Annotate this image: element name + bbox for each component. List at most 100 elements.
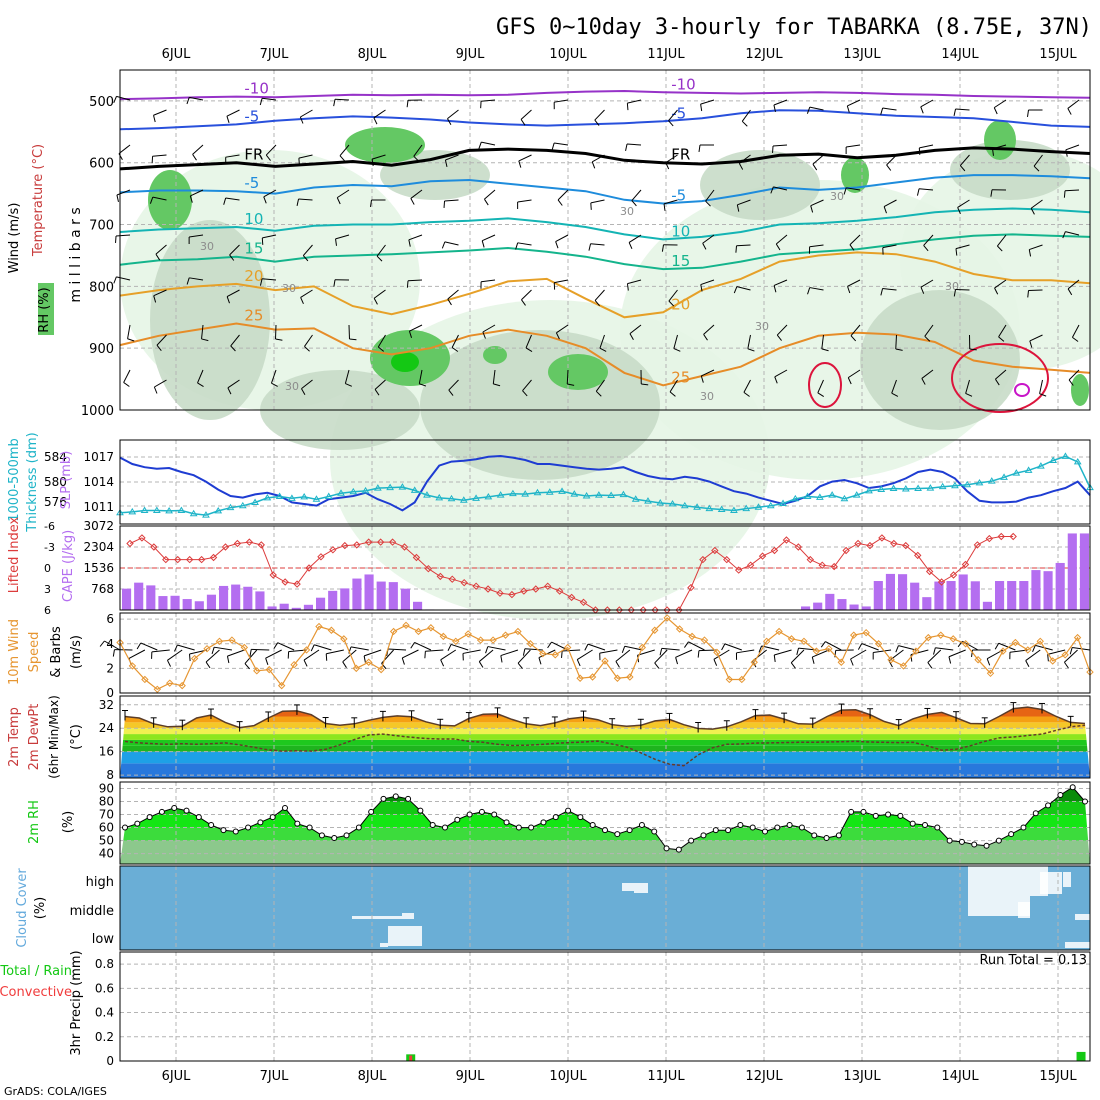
cloud-gap <box>388 926 422 946</box>
cape-bar <box>291 607 301 610</box>
rh-legend-swatch <box>38 283 54 335</box>
thickness-marker <box>668 499 677 507</box>
rh2m-marker <box>257 819 264 826</box>
wind-barb-flag <box>735 245 738 253</box>
wind-barb-flag <box>669 391 676 397</box>
wind-barb-flag <box>226 656 230 664</box>
wind-barb <box>1033 154 1043 167</box>
wind-barb-flag <box>591 161 596 169</box>
wind-barb-flag <box>820 641 826 648</box>
pressure-tick: 700 <box>89 219 114 234</box>
rh2m-marker <box>343 832 350 839</box>
wind-barb-flag <box>654 662 660 669</box>
wind-barb-flag <box>275 338 283 341</box>
wind-barb-flag <box>265 658 269 665</box>
wind-barb-flag <box>299 116 304 124</box>
wind-barb-flag <box>374 389 380 396</box>
thickness-marker <box>594 491 603 498</box>
thickness-marker <box>865 486 873 494</box>
wind-barb <box>1047 649 1066 655</box>
wind-barb <box>492 369 496 384</box>
wind-barb <box>919 144 934 149</box>
wind-barb <box>663 199 678 205</box>
rh2m-marker <box>811 832 818 839</box>
wind-barb-flag <box>229 254 235 261</box>
wind10-marker <box>738 675 746 684</box>
wind-barb <box>344 369 350 384</box>
lifted-index-marker <box>842 546 850 555</box>
rh2m-marker <box>774 824 781 831</box>
cape-bar <box>255 591 265 610</box>
wind-barb <box>996 234 1007 247</box>
rh2m-marker <box>503 819 510 826</box>
wind10-marker <box>837 658 845 666</box>
wind-barb-flag <box>1047 654 1049 662</box>
thickness-marker <box>926 484 935 491</box>
pressure-tick: 1000 <box>81 404 114 419</box>
lifted-index-line <box>129 536 1014 611</box>
wind-barb-flag <box>482 331 486 339</box>
wind-barb <box>334 98 350 101</box>
cloud-gap <box>1063 872 1071 887</box>
wind-barb-flag <box>599 347 607 352</box>
wind-barb-flag <box>1062 231 1066 239</box>
wind-barb <box>226 289 240 298</box>
wind-barb-flag <box>959 165 966 172</box>
wind-barb-flag <box>1027 109 1029 117</box>
wind-barb <box>594 289 605 301</box>
cape-bar <box>922 597 932 610</box>
rh2m-units: (%) <box>61 811 76 834</box>
wind-barb <box>302 244 313 256</box>
wind10-marker <box>874 640 883 648</box>
wind-barb-flag <box>1039 393 1047 397</box>
wind-barb <box>703 324 715 335</box>
cape-bar <box>1031 570 1041 610</box>
wind-barb-flag <box>995 378 1000 386</box>
wind-barb <box>448 379 459 391</box>
wind-barb-flag <box>99 640 105 647</box>
wind-barb-flag <box>136 642 142 650</box>
rh2m-marker <box>848 808 855 815</box>
thickness-marker <box>570 490 579 497</box>
wind-barb-flag <box>377 346 385 352</box>
thickness-marker <box>214 506 223 514</box>
wind-barb <box>251 648 270 651</box>
wind-barb-flag <box>481 240 485 248</box>
wind-barb <box>882 244 897 249</box>
wind-barb <box>156 334 167 346</box>
wind-barb-flag <box>733 286 738 294</box>
wind-barb-flag <box>895 645 899 653</box>
rh2m-tick: 90 <box>99 782 114 796</box>
wind-barb <box>873 649 892 654</box>
thickness-marker <box>484 492 493 500</box>
lifted-index-marker <box>782 536 791 544</box>
lifted-index-marker <box>699 555 707 564</box>
wind-barb <box>668 109 678 122</box>
wind-barb <box>335 234 350 240</box>
date-label-bottom: 8JUL <box>358 1069 388 1084</box>
date-label-top: 9JUL <box>456 47 486 62</box>
thickness-marker <box>779 499 787 506</box>
wind-barb <box>627 99 642 104</box>
wind-barb <box>995 369 1007 380</box>
wind-barb <box>127 324 131 339</box>
wind-barb-flag <box>702 242 707 250</box>
wind-barb <box>962 640 979 651</box>
wind-barb <box>408 234 423 241</box>
wind-barb-flag <box>518 160 522 168</box>
lifted-index-marker <box>937 578 946 586</box>
date-label-top: 11JUL <box>647 47 685 62</box>
wind-barb <box>1025 649 1041 661</box>
wind-barb <box>265 144 277 156</box>
wind-barb <box>554 99 569 103</box>
wind-barb-flag <box>668 120 674 127</box>
wind-barb <box>554 279 569 284</box>
wind-barb <box>373 289 386 299</box>
cape-bar <box>801 606 811 610</box>
thickness-marker <box>840 494 849 502</box>
rh2m-marker <box>1020 824 1027 831</box>
wind-barb-flag <box>807 287 811 295</box>
cape-bar <box>243 586 253 610</box>
cloud-gap <box>968 896 1030 916</box>
date-label-bottom: 15JUL <box>1039 1069 1077 1084</box>
